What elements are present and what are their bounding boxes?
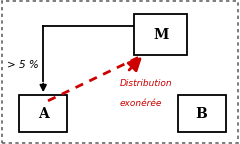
Text: M: M (153, 28, 168, 42)
FancyBboxPatch shape (134, 14, 187, 55)
FancyBboxPatch shape (19, 95, 67, 132)
Text: Distribution: Distribution (120, 79, 173, 88)
Text: > 5 %: > 5 % (7, 60, 39, 70)
FancyBboxPatch shape (178, 95, 226, 132)
Text: exonérée: exonérée (120, 99, 162, 108)
Text: B: B (196, 107, 207, 121)
Text: A: A (38, 107, 48, 121)
